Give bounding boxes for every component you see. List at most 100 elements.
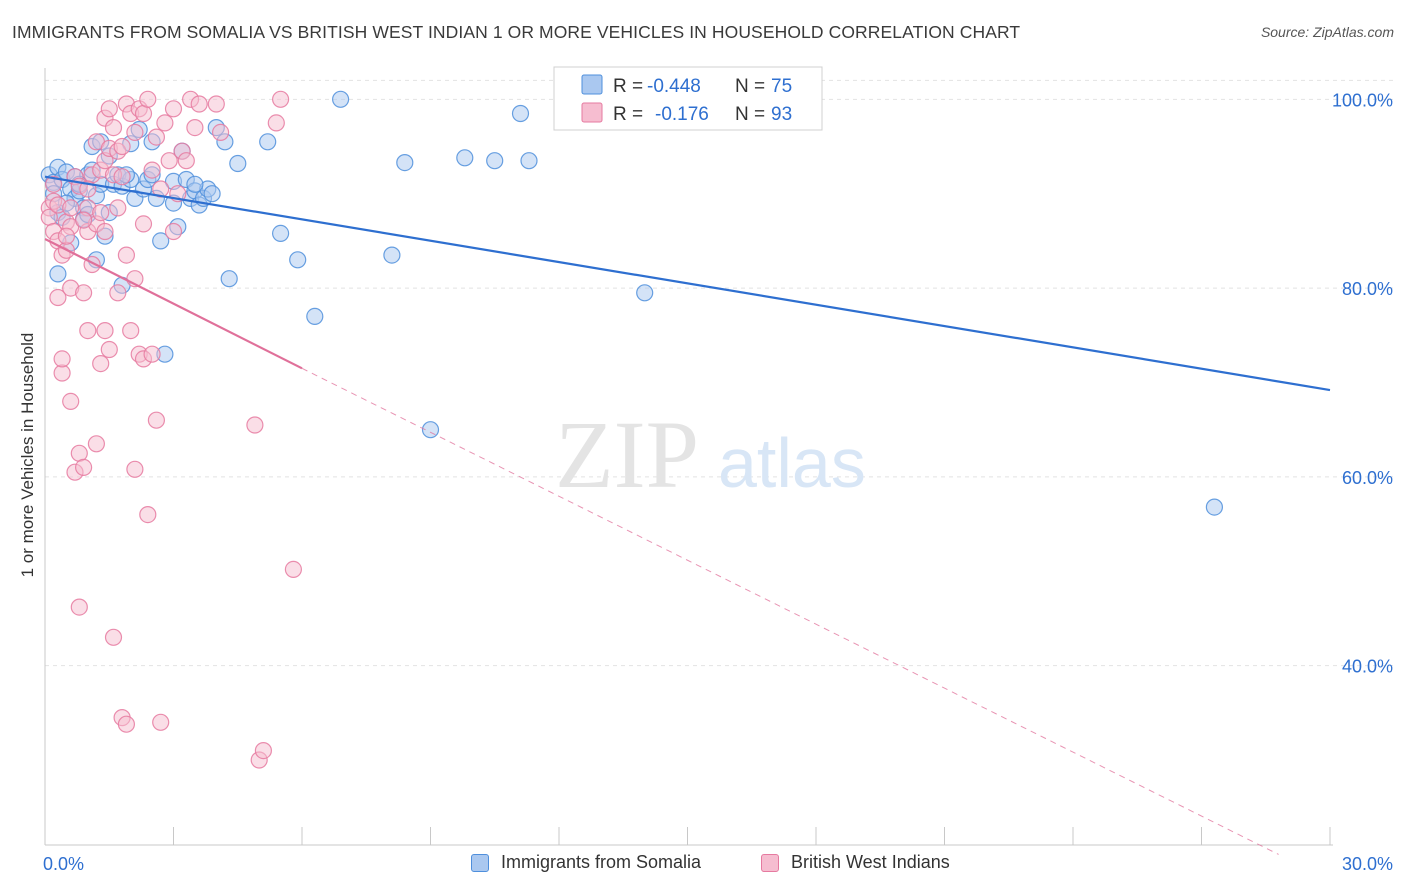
trend-lines (44, 175, 1331, 855)
legend-n-value-somalia: 75 (771, 76, 792, 97)
point-bwi (143, 161, 161, 179)
trendline-bwi (44, 238, 303, 370)
point-bwi (207, 95, 225, 113)
point-somalia (511, 104, 530, 123)
point-somalia (229, 154, 247, 173)
point-bwi (186, 118, 204, 137)
point-somalia (49, 265, 67, 283)
point-bwi (164, 100, 183, 118)
point-somalia (332, 90, 350, 108)
point-bwi (109, 199, 127, 217)
point-bwi (134, 104, 153, 123)
point-bwi (92, 204, 110, 222)
point-bwi (62, 199, 80, 217)
point-somalia (1205, 498, 1224, 516)
legend-stats: R = -0.448 N = 75 R = -0.176 N = 93 (553, 66, 823, 131)
x-tick-label-max: 30.0% (1342, 854, 1393, 874)
point-somalia (636, 284, 654, 302)
point-somalia (486, 152, 504, 170)
point-bwi (212, 123, 230, 141)
watermark-atlas: atlas (718, 424, 866, 502)
legend-r-label-somalia: R = (613, 76, 643, 97)
point-bwi (92, 355, 110, 373)
point-bwi (134, 215, 153, 233)
point-somalia (289, 251, 307, 269)
point-somalia (306, 307, 324, 325)
point-bwi (139, 505, 157, 524)
point-bwi (104, 118, 123, 137)
point-bwi (44, 175, 63, 193)
point-bwi (74, 284, 93, 302)
point-somalia (259, 133, 277, 151)
point-bwi (53, 350, 71, 368)
tick-labels: 40.0% 60.0% 80.0% 100.0% 0.0% 30.0% (43, 90, 1393, 874)
legend-n-value-bwi: 93 (771, 104, 792, 125)
point-bwi (49, 288, 67, 307)
point-bwi (152, 713, 170, 731)
point-bwi (117, 715, 136, 733)
chart-title: IMMIGRANTS FROM SOMALIA VS BRITISH WEST … (12, 22, 1021, 42)
point-bwi (147, 411, 165, 429)
source-label: Source: ZipAtlas.com (1260, 24, 1394, 40)
point-somalia (396, 154, 414, 172)
point-somalia (456, 149, 474, 167)
legend-bottom: Immigrants from Somalia British West Ind… (0, 852, 1406, 878)
watermark: ZIP atlas (555, 401, 866, 508)
point-somalia (152, 232, 170, 250)
point-bwi (100, 100, 118, 118)
watermark-zip: ZIP (555, 401, 699, 508)
x-tick-label-min: 0.0% (43, 854, 84, 874)
point-bwi (74, 211, 93, 229)
legend-swatch-somalia-bottom (471, 853, 489, 872)
point-bwi (96, 322, 114, 340)
point-bwi (164, 222, 183, 241)
point-somalia (520, 152, 538, 170)
legend-n-label-bwi: N = (735, 104, 765, 125)
legend-item-somalia[interactable]: Immigrants from Somalia (471, 852, 701, 873)
point-bwi (156, 114, 174, 132)
point-bwi (87, 435, 106, 453)
point-bwi (272, 90, 290, 108)
y-tick-label: 80.0% (1342, 279, 1393, 299)
point-somalia (272, 224, 290, 242)
point-bwi (117, 246, 136, 264)
point-bwi (109, 284, 127, 302)
point-bwi (74, 458, 93, 476)
point-bwi (113, 137, 131, 156)
legend-r-value-somalia: -0.448 (647, 76, 701, 97)
legend-item-bwi[interactable]: British West Indians (761, 852, 950, 873)
point-bwi (113, 168, 131, 186)
point-bwi (122, 322, 140, 340)
point-bwi (62, 392, 80, 410)
point-bwi (147, 128, 165, 146)
legend-label-somalia: Immigrants from Somalia (501, 852, 702, 872)
legend-swatch-bwi-bottom (761, 853, 779, 872)
trendline-somalia (44, 175, 1331, 392)
grid-lines (45, 79, 1393, 667)
y-tick-label: 60.0% (1342, 468, 1393, 488)
y-tick-label: 100.0% (1332, 90, 1393, 110)
legend-label-bwi: British West Indians (791, 852, 950, 872)
point-somalia (220, 270, 238, 288)
point-bwi (284, 560, 302, 579)
point-bwi (79, 322, 97, 340)
point-somalia (421, 421, 440, 439)
point-bwi (267, 114, 285, 132)
point-bwi (104, 628, 123, 646)
axes (44, 68, 1333, 846)
trendline-bwi-extension (301, 367, 1279, 855)
point-bwi (57, 227, 76, 245)
point-bwi (177, 152, 195, 170)
point-bwi (100, 340, 118, 359)
point-somalia (383, 246, 401, 264)
legend-r-label-bwi: R = (613, 104, 643, 125)
point-bwi (126, 123, 144, 141)
point-bwi (246, 416, 264, 434)
point-somalia (203, 185, 221, 203)
y-axis-title: 1 or more Vehicles in Household (18, 332, 37, 578)
legend-r-value-bwi: -0.176 (655, 104, 709, 125)
legend-swatch-somalia (581, 74, 603, 95)
point-somalia (186, 175, 204, 193)
point-bwi (139, 90, 157, 108)
